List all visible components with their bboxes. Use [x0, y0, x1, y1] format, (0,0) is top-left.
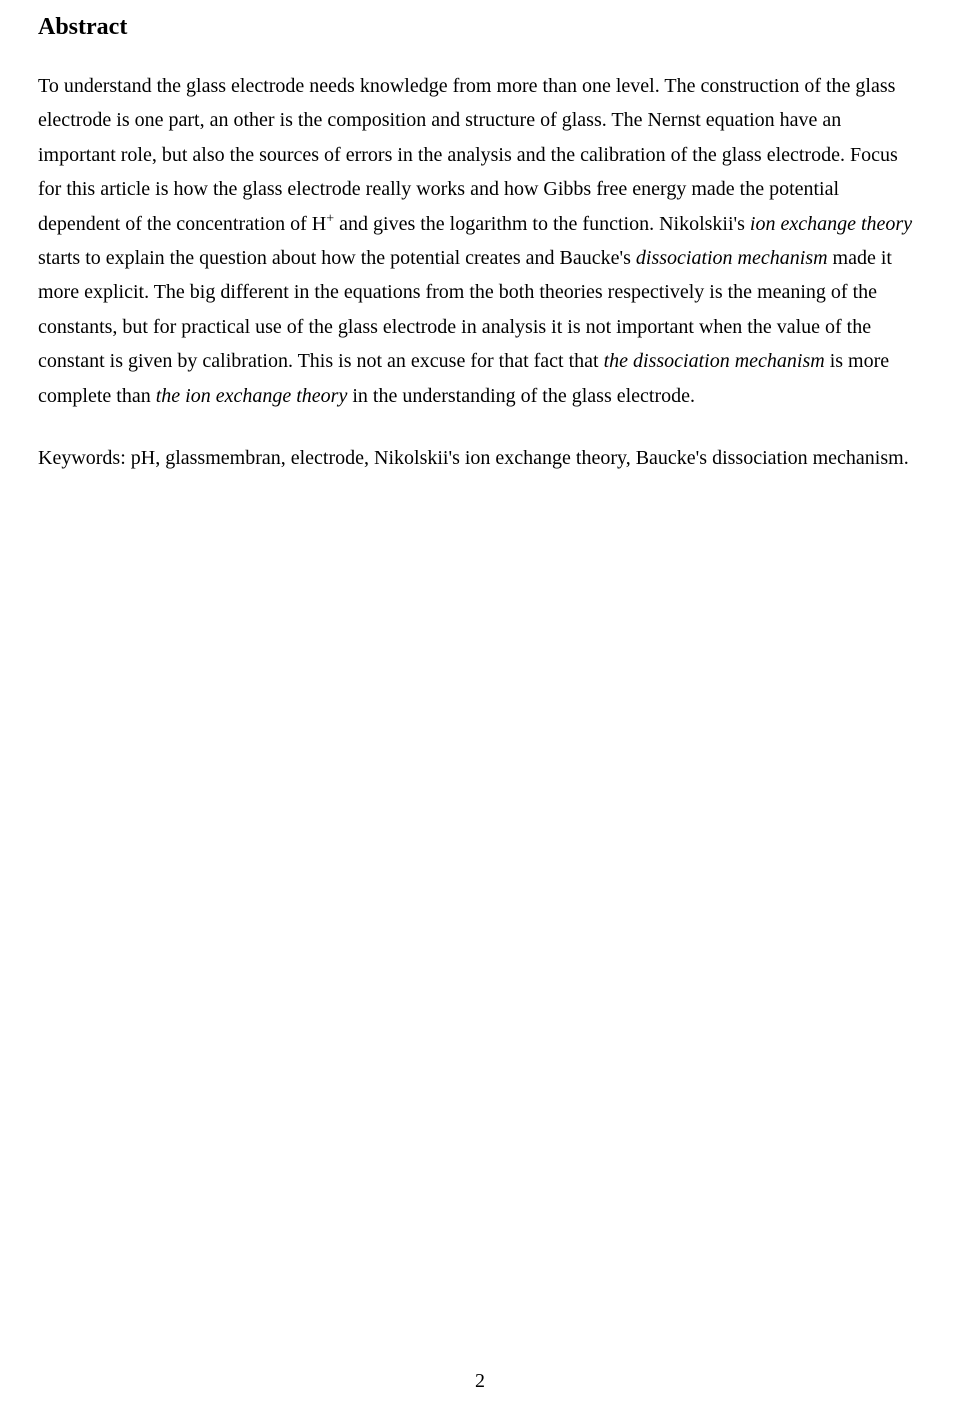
keywords-paragraph: Keywords: pH, glassmembran, electrode, N…: [38, 441, 922, 475]
abstract-text-2: and gives the logarithm to the function.…: [334, 213, 750, 235]
abstract-text-6: in the understanding of the glass electr…: [347, 385, 695, 407]
superscript-plus: +: [326, 211, 334, 226]
page-number: 2: [0, 1370, 960, 1393]
abstract-body: To understand the glass electrode needs …: [38, 69, 922, 475]
abstract-heading: Abstract: [38, 14, 922, 41]
italic-the-dissociation-mechanism: the dissociation mechanism: [604, 350, 825, 372]
italic-dissociation-mechanism: dissociation mechanism: [636, 247, 828, 269]
document-page: Abstract To understand the glass electro…: [0, 0, 960, 1419]
abstract-text-1: To understand the glass electrode needs …: [38, 75, 898, 235]
abstract-text-3: starts to explain the question about how…: [38, 247, 636, 269]
abstract-paragraph: To understand the glass electrode needs …: [38, 69, 922, 413]
italic-ion-exchange-theory: ion exchange theory: [750, 213, 912, 235]
italic-the-ion-exchange-theory: the ion exchange theory: [156, 385, 348, 407]
